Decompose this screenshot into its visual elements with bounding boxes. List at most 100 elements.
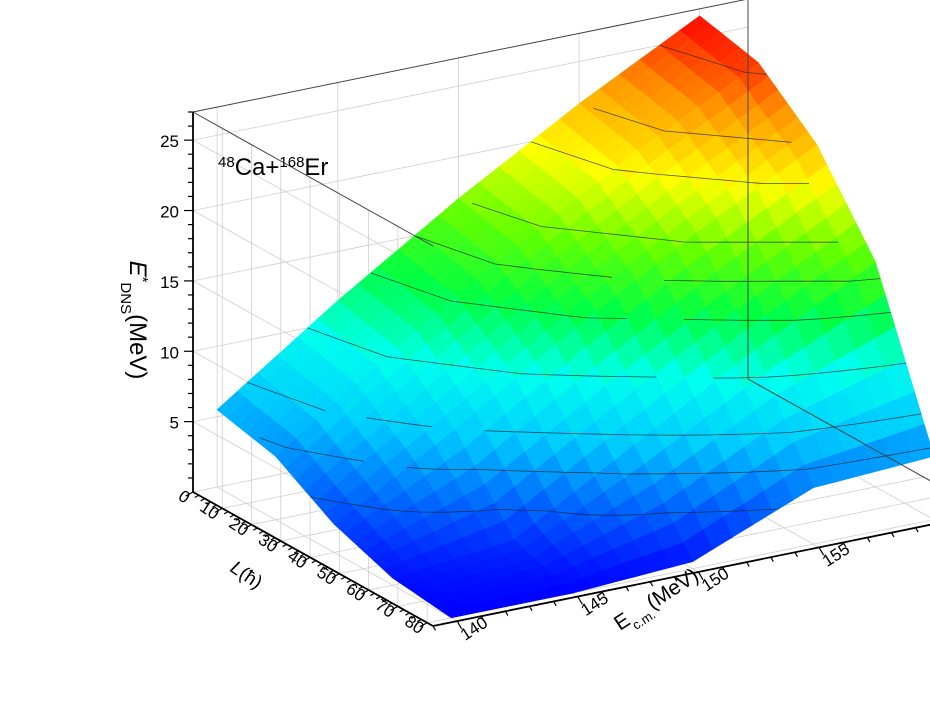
y-tick bbox=[212, 504, 217, 508]
y-tick bbox=[258, 530, 264, 534]
x-tick bbox=[649, 581, 654, 587]
contour-line bbox=[370, 272, 891, 321]
z-tick-label: 15 bbox=[160, 273, 179, 292]
y-tick-label: 60 bbox=[343, 579, 369, 605]
y-tick-label: 10 bbox=[196, 497, 222, 523]
y-tick bbox=[399, 609, 405, 613]
y-tick bbox=[270, 537, 276, 541]
x-tick bbox=[432, 625, 437, 631]
surface-patch bbox=[216, 391, 248, 418]
y-tick bbox=[214, 507, 223, 513]
y-tick bbox=[243, 524, 252, 530]
y-tick-label: 80 bbox=[401, 612, 427, 638]
y-tick bbox=[288, 547, 293, 551]
contour-line bbox=[247, 382, 922, 436]
reaction-annotation: 48Ca+168Er bbox=[218, 154, 328, 182]
y-tick-label: 30 bbox=[255, 530, 281, 556]
y-tick-label: 50 bbox=[313, 563, 339, 589]
y-axis-title: L(ħ) bbox=[226, 557, 266, 593]
x-tick bbox=[794, 552, 798, 557]
y-tick bbox=[323, 566, 328, 570]
x-tick-label: 150 bbox=[698, 564, 732, 595]
frame-edge bbox=[747, 378, 930, 482]
y-tick-label: 20 bbox=[226, 514, 252, 540]
x-tick bbox=[577, 596, 583, 605]
tick-layer: 5101520250102030405060708014014515015516… bbox=[160, 111, 919, 644]
surface-layer bbox=[216, 15, 930, 619]
y-tick bbox=[358, 586, 364, 590]
y-tick bbox=[370, 592, 375, 597]
z-tick-label: 20 bbox=[160, 203, 179, 222]
x-tick bbox=[553, 601, 557, 607]
x-tick bbox=[625, 586, 630, 592]
x-tick bbox=[697, 571, 704, 581]
x-tick bbox=[673, 576, 678, 582]
y-tick bbox=[352, 582, 358, 587]
x-axis-line bbox=[432, 523, 930, 627]
x-tick bbox=[866, 537, 871, 543]
y-tick bbox=[235, 517, 241, 521]
z-tick-label: 25 bbox=[160, 132, 179, 151]
z-tick-label: 5 bbox=[170, 414, 179, 433]
x-tick bbox=[529, 606, 533, 611]
x-tick bbox=[722, 566, 726, 572]
y-tick bbox=[273, 540, 282, 546]
z-tick-label: 10 bbox=[160, 343, 179, 362]
y-tick bbox=[411, 615, 416, 619]
y-tick bbox=[390, 605, 399, 611]
x-tick bbox=[456, 620, 463, 630]
y-tick bbox=[185, 491, 194, 497]
y-tick bbox=[419, 622, 428, 628]
y-tick bbox=[264, 533, 270, 538]
y-tick bbox=[405, 612, 410, 616]
frame-edge bbox=[192, 0, 746, 113]
z-axis-title: E*DNS(MeV) bbox=[118, 261, 152, 380]
x-tick bbox=[504, 610, 509, 616]
y-axis-line bbox=[192, 491, 434, 627]
y-tick bbox=[194, 494, 200, 499]
y-tick bbox=[311, 560, 317, 564]
contour-line bbox=[414, 235, 881, 282]
x-tick-label: 140 bbox=[457, 613, 491, 644]
x-tick bbox=[890, 532, 895, 538]
axis-frame bbox=[192, 0, 930, 627]
y-tick bbox=[317, 563, 323, 567]
x-tick bbox=[770, 556, 774, 562]
y-tick bbox=[381, 599, 387, 603]
grid-line bbox=[192, 26, 749, 141]
contour-line bbox=[659, 44, 767, 75]
y-tick bbox=[329, 569, 334, 574]
contour-line bbox=[472, 202, 839, 243]
y-tick bbox=[241, 520, 246, 525]
y-tick bbox=[200, 498, 205, 502]
contour-line bbox=[530, 141, 809, 184]
y-tick bbox=[206, 501, 211, 505]
y-tick bbox=[282, 543, 287, 548]
frame-edge bbox=[192, 111, 434, 247]
contour-layer bbox=[247, 44, 930, 516]
x-tick bbox=[601, 591, 605, 597]
contour-line bbox=[310, 496, 779, 516]
x-tick bbox=[842, 542, 847, 548]
contour-line bbox=[259, 437, 930, 475]
grid-line bbox=[216, 486, 458, 622]
y-tick bbox=[331, 573, 340, 579]
y-tick bbox=[293, 550, 299, 554]
contour-line bbox=[307, 327, 906, 379]
y-tick bbox=[299, 553, 305, 557]
y-tick bbox=[302, 556, 311, 562]
x-tick-label: 155 bbox=[819, 539, 853, 570]
y-tick bbox=[223, 511, 229, 515]
contour-line bbox=[593, 107, 792, 143]
x-tick bbox=[915, 527, 919, 533]
x-tick bbox=[480, 615, 485, 621]
y-tick-label: 0 bbox=[175, 486, 193, 507]
x-tick-label: 145 bbox=[578, 588, 612, 619]
x-tick bbox=[818, 547, 825, 556]
y-tick bbox=[416, 618, 422, 623]
y-tick bbox=[375, 596, 381, 600]
x-tick bbox=[746, 561, 750, 567]
y-tick bbox=[229, 514, 235, 518]
y-tick-label: 40 bbox=[284, 546, 310, 572]
